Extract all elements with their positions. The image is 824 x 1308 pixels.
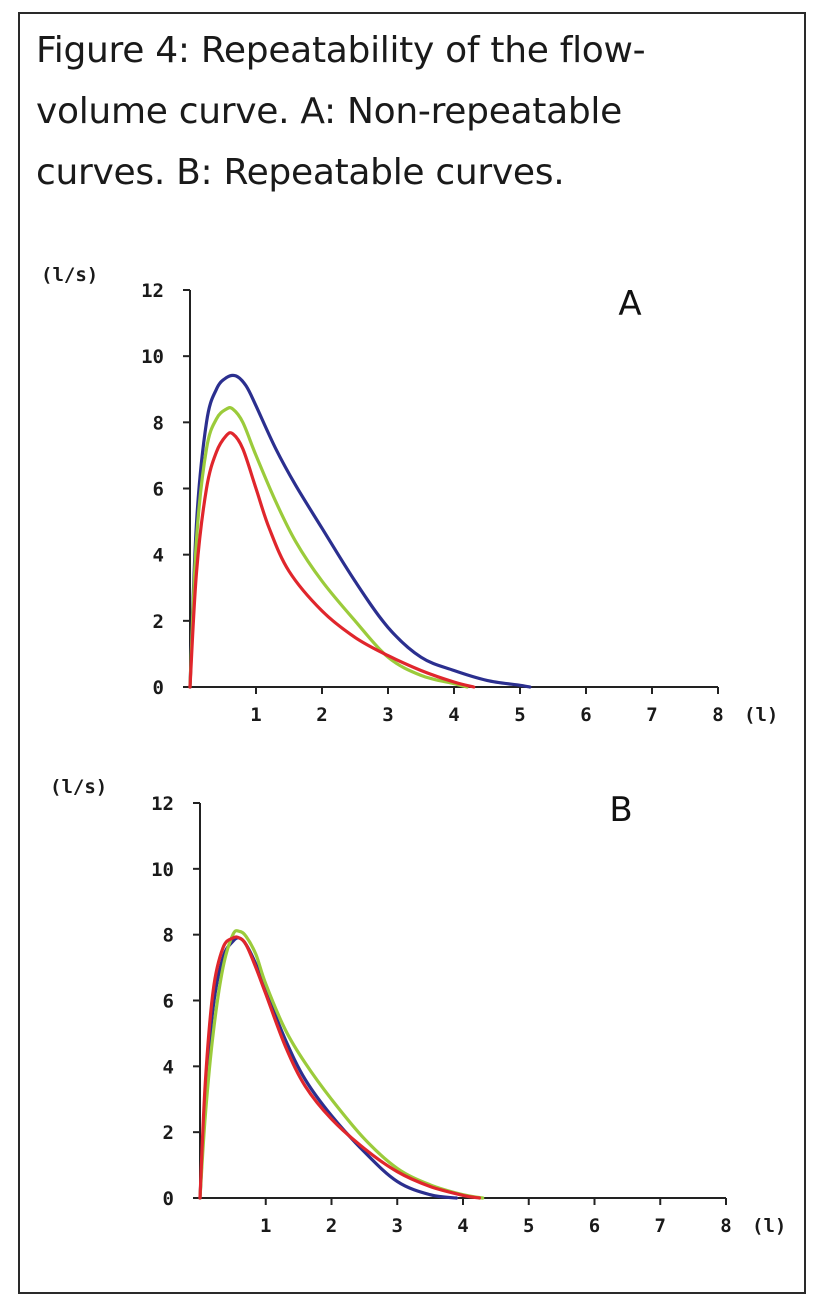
panel-label: A xyxy=(618,284,641,324)
x-tick-label: 5 xyxy=(523,1215,534,1237)
x-tick-label: 1 xyxy=(250,704,261,726)
x-axis-label: (l) xyxy=(752,1215,786,1237)
y-tick-label: 12 xyxy=(151,793,174,815)
x-tick-label: 8 xyxy=(720,1215,731,1237)
x-tick-label: 8 xyxy=(712,704,723,726)
y-tick-label: 0 xyxy=(163,1188,174,1210)
y-tick-label: 2 xyxy=(163,1122,174,1144)
figure-frame xyxy=(18,12,806,1294)
series-line-2 xyxy=(188,406,469,689)
series-line-1 xyxy=(198,936,458,1200)
y-tick-label: 12 xyxy=(141,280,164,302)
y-tick-label: 0 xyxy=(153,677,164,699)
x-tick-label: 2 xyxy=(326,1215,337,1237)
y-tick-label: 8 xyxy=(163,925,174,947)
x-tick-label: 6 xyxy=(589,1215,600,1237)
y-tick-label: 6 xyxy=(163,991,174,1013)
y-tick-label: 8 xyxy=(153,412,164,434)
y-tick-label: 6 xyxy=(153,479,164,501)
y-axis-label: (l/s) xyxy=(41,264,98,286)
series-line-3 xyxy=(188,431,476,689)
y-tick-label: 10 xyxy=(141,346,164,368)
x-tick-label: 5 xyxy=(514,704,525,726)
x-tick-label: 3 xyxy=(382,704,393,726)
y-axis-label: (l/s) xyxy=(50,776,107,798)
y-tick-label: 4 xyxy=(163,1056,174,1078)
x-tick-label: 6 xyxy=(580,704,591,726)
x-tick-label: 2 xyxy=(316,704,327,726)
x-axis-label: (l) xyxy=(744,704,778,726)
y-tick-label: 4 xyxy=(153,545,164,567)
series-line-1 xyxy=(188,373,532,689)
x-tick-label: 7 xyxy=(646,704,657,726)
x-tick-label: 4 xyxy=(457,1215,468,1237)
panel-label: B xyxy=(609,790,632,830)
y-tick-label: 2 xyxy=(153,611,164,633)
figure-caption: Figure 4: Repeatability of the flow-volu… xyxy=(36,30,646,193)
series-line-3 xyxy=(198,935,481,1200)
x-tick-label: 7 xyxy=(655,1215,666,1237)
series-line-2 xyxy=(198,929,485,1200)
x-tick-label: 3 xyxy=(392,1215,403,1237)
y-tick-label: 10 xyxy=(151,859,174,881)
x-tick-label: 1 xyxy=(260,1215,271,1237)
x-tick-label: 4 xyxy=(448,704,459,726)
